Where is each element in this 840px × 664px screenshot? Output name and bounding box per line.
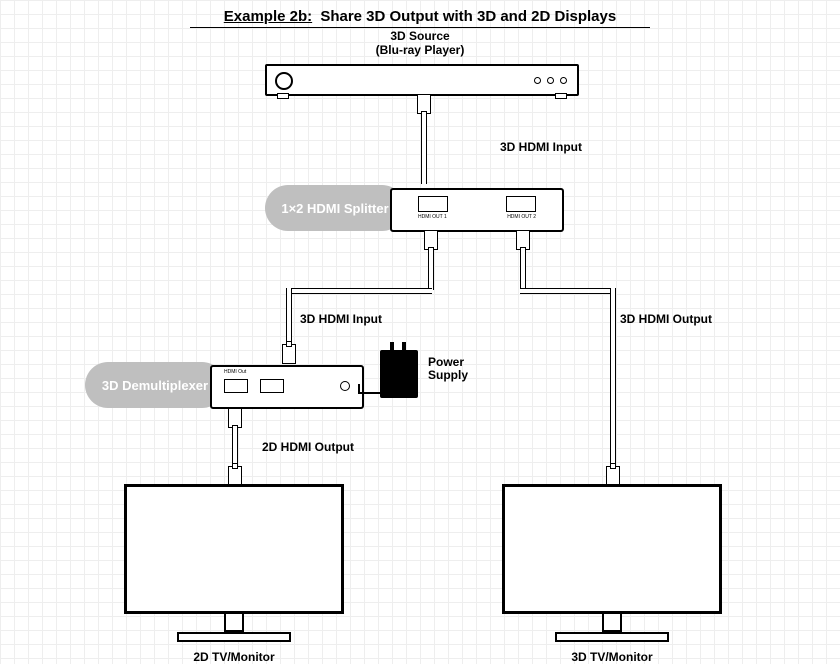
monitor-screen — [124, 484, 344, 614]
cable — [232, 428, 238, 468]
bluray-player — [265, 64, 579, 96]
port-label: HDMI OUT 1 — [418, 214, 447, 220]
cable — [421, 114, 427, 184]
title-rest: Share 3D Output with 3D and 2D Displays — [320, 8, 616, 25]
dc-jack-icon — [340, 381, 350, 391]
hdmi-plug-icon — [606, 466, 620, 486]
cable — [288, 288, 432, 294]
demux-pill: 3D Demultiplexer — [85, 362, 225, 408]
diagram-title: Example 2b: Share 3D Output with 3D and … — [190, 8, 650, 28]
hdmi-port-icon — [260, 379, 284, 393]
cable — [428, 250, 434, 290]
monitor-2d: 2D TV/Monitor — [124, 484, 344, 642]
monitor-screen — [502, 484, 722, 614]
disc-icon — [275, 72, 293, 90]
power-adapter-icon — [380, 350, 418, 398]
title-prefix: Example 2b: — [224, 8, 312, 25]
label-2d-hdmi-output: 2D HDMI Output — [262, 440, 354, 454]
monitor-3d: 3D TV/Monitor — [502, 484, 722, 642]
label-3d-hdmi-input-top: 3D HDMI Input — [500, 140, 582, 154]
source-label: 3D Source (Blu-ray Player) — [0, 30, 840, 58]
hdmi-plug-icon — [228, 466, 242, 486]
demux-device: HDMI Out — [210, 365, 364, 409]
port-label: HDMI OUT 2 — [507, 214, 536, 220]
port-label: HDMI Out — [224, 369, 246, 375]
hdmi-plug-icon — [516, 230, 530, 250]
hdmi-plug-icon — [417, 94, 431, 114]
label-power-supply: Power Supply — [428, 356, 468, 382]
splitter-pill: 1×2 HDMI Splitter — [265, 185, 405, 231]
monitor-caption: 2D TV/Monitor — [124, 650, 344, 664]
cable — [286, 288, 292, 346]
label-3d-hdmi-output: 3D HDMI Output — [620, 312, 712, 326]
cable — [520, 250, 526, 290]
hdmi-plug-icon — [228, 408, 242, 428]
player-buttons — [534, 77, 567, 84]
hdmi-plug-icon — [282, 344, 296, 364]
splitter-device: HDMI OUT 1 HDMI OUT 2 — [390, 188, 564, 232]
hdmi-port-icon — [506, 196, 536, 212]
hdmi-plug-icon — [424, 230, 438, 250]
cable — [520, 288, 612, 294]
power-cord — [358, 384, 360, 394]
hdmi-port-icon — [418, 196, 448, 212]
power-cord — [360, 392, 382, 394]
label-3d-hdmi-input-mid: 3D HDMI Input — [300, 312, 382, 326]
hdmi-port-icon — [224, 379, 248, 393]
cable — [610, 288, 616, 468]
monitor-caption: 3D TV/Monitor — [502, 650, 722, 664]
